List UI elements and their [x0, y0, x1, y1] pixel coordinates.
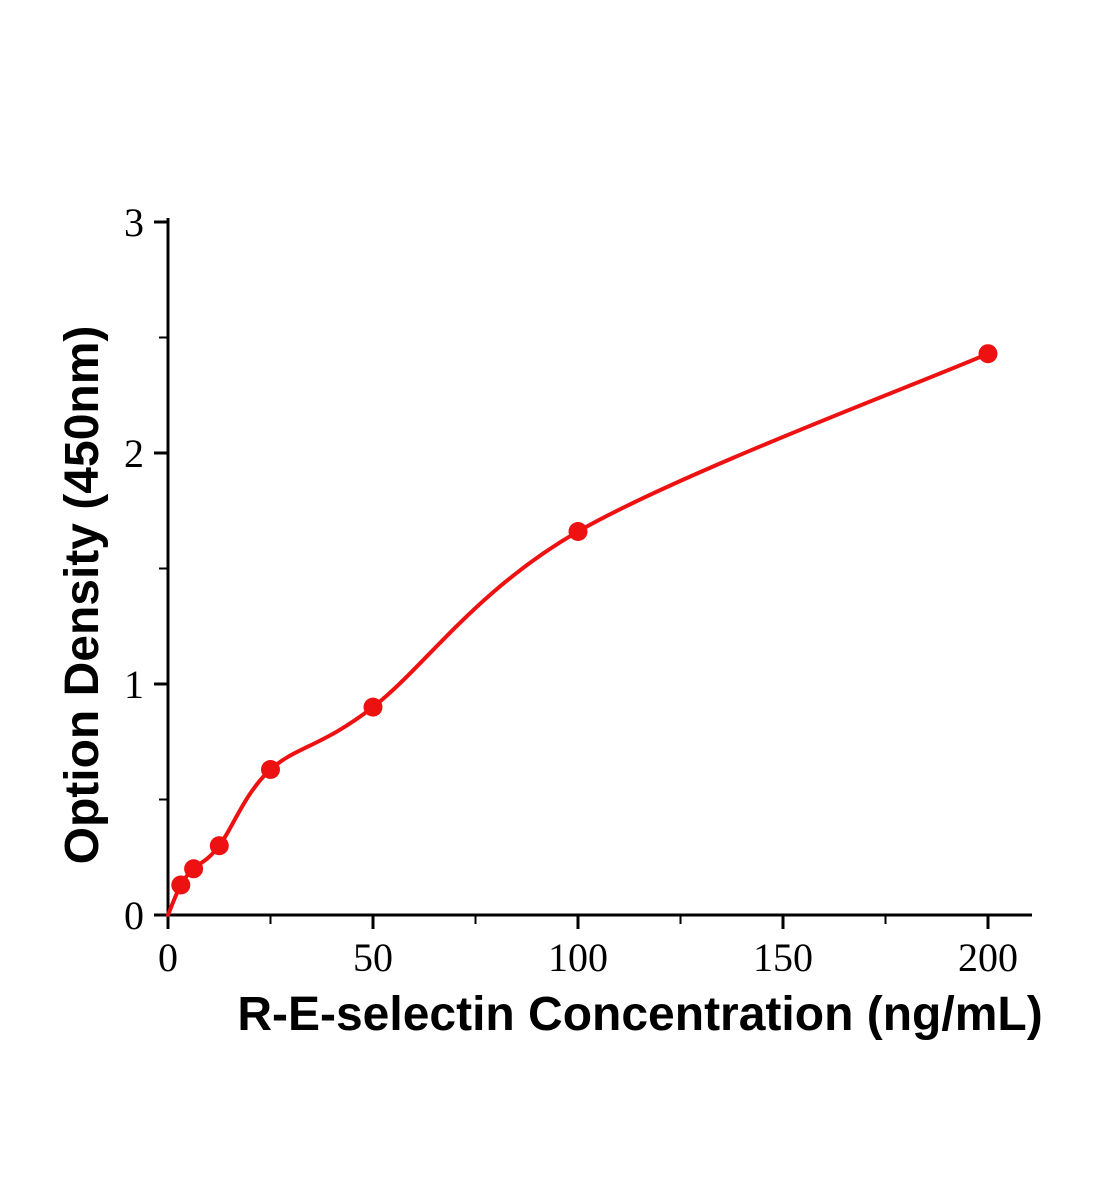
y-tick-label: 3 [124, 200, 144, 245]
chart-series [166, 344, 998, 917]
data-point [363, 697, 383, 717]
axis-lines [166, 218, 1032, 917]
data-point [261, 760, 280, 779]
x-tick-label: 100 [548, 935, 608, 980]
data-point [171, 875, 191, 895]
y-tick-label: 0 [124, 893, 144, 938]
data-point [184, 859, 204, 879]
y-tick-label: 1 [124, 662, 144, 707]
x-tick-label: 200 [958, 935, 1018, 980]
y-axis-title: Option Density (450nm) [56, 326, 109, 865]
x-tick-label: 0 [158, 935, 178, 980]
data-point [568, 522, 588, 541]
data-point [209, 836, 229, 856]
chart-axes: 0 50 100 150 200 0 1 2 3 [124, 200, 1032, 980]
data-point [978, 344, 998, 364]
x-axis-title: R-E-selectin Concentration (ng/mL) [237, 988, 1042, 1041]
x-tick-label: 50 [353, 935, 393, 980]
y-tick-label: 2 [124, 431, 144, 476]
x-tick-label: 150 [753, 935, 813, 980]
fit-curve [166, 351, 990, 917]
